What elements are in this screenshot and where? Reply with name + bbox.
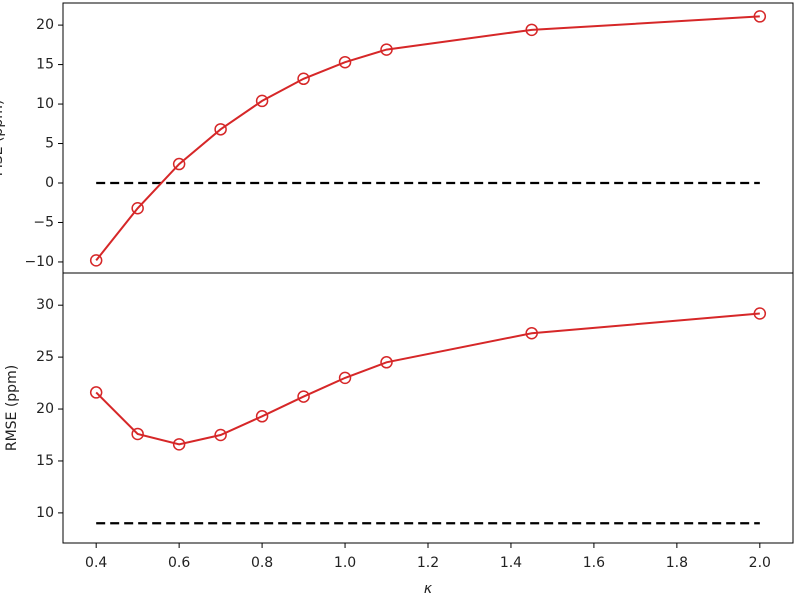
- plot-frame: [62, 272, 794, 544]
- series-line: [95, 312, 760, 446]
- data-point: [89, 386, 103, 399]
- x-tick-label: 2.0: [749, 555, 771, 571]
- y-tick-label: −10: [24, 254, 54, 270]
- data-point: [380, 356, 393, 369]
- data-point: [525, 326, 538, 340]
- y-tick-label: 20: [36, 17, 54, 33]
- data-point: [214, 123, 227, 136]
- x-tick-label: 1.4: [500, 555, 522, 571]
- data-point: [131, 427, 144, 441]
- data-point: [297, 72, 310, 86]
- y-tick-label: 25: [36, 349, 54, 365]
- y-tick-label: 0: [45, 175, 54, 191]
- y-tick-label: 15: [36, 57, 54, 73]
- data-point: [131, 202, 144, 215]
- y-tick-label: 5: [45, 136, 54, 152]
- x-axis-label: κ: [424, 581, 433, 597]
- data-point: [255, 410, 269, 423]
- y-axis-label: RMSE (ppm): [4, 365, 20, 451]
- data-point: [89, 254, 103, 267]
- y-tick-label: 10: [36, 96, 54, 112]
- data-point: [338, 371, 352, 385]
- data-point: [297, 390, 310, 403]
- x-tick-label: 0.6: [168, 555, 190, 571]
- y-tick-label: 20: [36, 401, 54, 417]
- x-tick-label: 0.4: [85, 555, 107, 571]
- x-tick-label: 1.8: [666, 555, 688, 571]
- x-tick-label: 1.0: [334, 555, 356, 571]
- y-tick-label: 15: [36, 453, 54, 469]
- data-point: [338, 55, 352, 69]
- data-point: [214, 428, 227, 442]
- data-point: [753, 10, 767, 23]
- data-point: [172, 157, 186, 171]
- y-tick-label: 30: [36, 297, 54, 313]
- x-tick-label: 1.6: [583, 555, 605, 571]
- y-tick-label: 10: [36, 505, 54, 521]
- x-tick-label: 0.8: [251, 555, 273, 571]
- y-axis-label: MSE (ppm): [0, 100, 6, 177]
- data-point: [255, 94, 269, 108]
- data-point: [172, 438, 186, 451]
- data-point: [525, 23, 538, 37]
- x-tick-label: 1.2: [417, 555, 439, 571]
- data-point: [753, 307, 767, 320]
- series-line: [95, 15, 760, 261]
- data-point: [380, 43, 393, 56]
- y-tick-label: −5: [33, 214, 54, 230]
